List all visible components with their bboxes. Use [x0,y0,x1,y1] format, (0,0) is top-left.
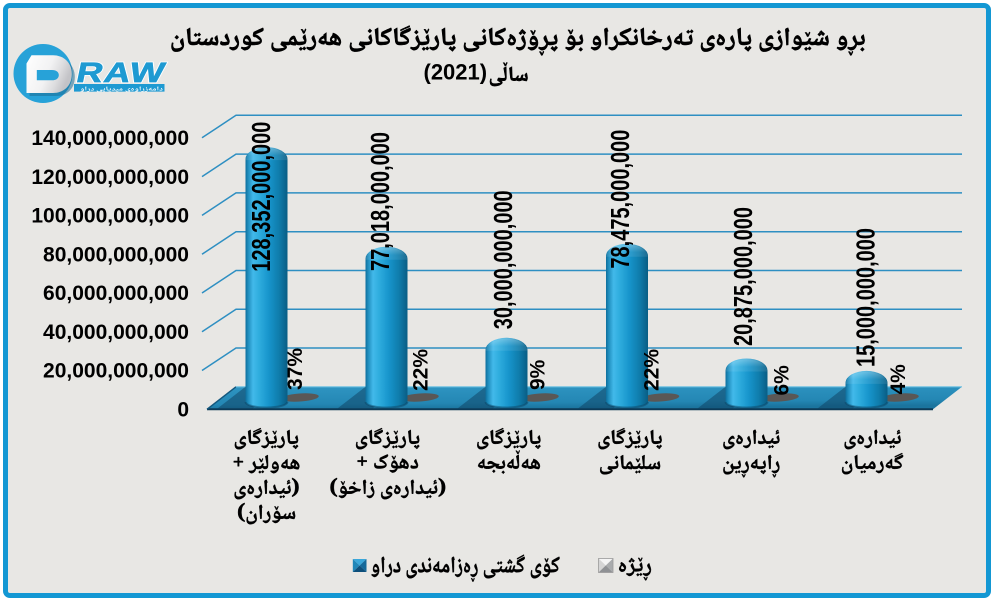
svg-text:RAW: RAW [74,56,169,88]
svg-text:37%: 37% [284,348,307,390]
svg-text:6%: 6% [771,365,794,396]
svg-text:20,875,000,000: 20,875,000,000 [728,207,757,346]
svg-text:140,000,000,000: 140,000,000,000 [31,127,189,150]
svg-text:(2021): (2021) [424,60,488,85]
svg-text:77,018,000,000: 77,018,000,000 [365,132,394,271]
svg-text:RAW: RAW [74,56,169,88]
svg-text:15,000,000,000: 15,000,000,000 [851,228,880,367]
svg-text:128,352,000,000: 128,352,000,000 [246,122,275,272]
svg-text:9%: 9% [527,359,550,390]
svg-text:4%: 4% [887,364,910,395]
svg-text:60,000,000,000: 60,000,000,000 [43,282,189,305]
svg-text:22%: 22% [641,349,664,391]
svg-text:40,000,000,000: 40,000,000,000 [43,321,189,344]
svg-text:80,000,000,000: 80,000,000,000 [43,243,189,266]
svg-text:0: 0 [177,399,189,422]
svg-text:100,000,000,000: 100,000,000,000 [31,205,189,228]
svg-text:120,000,000,000: 120,000,000,000 [31,166,189,189]
svg-text:22%: 22% [409,349,432,391]
svg-text:20,000,000,000: 20,000,000,000 [43,360,189,383]
svg-text:30,000,000,000: 30,000,000,000 [488,190,517,329]
svg-text:78,475,000,000: 78,475,000,000 [605,130,634,269]
